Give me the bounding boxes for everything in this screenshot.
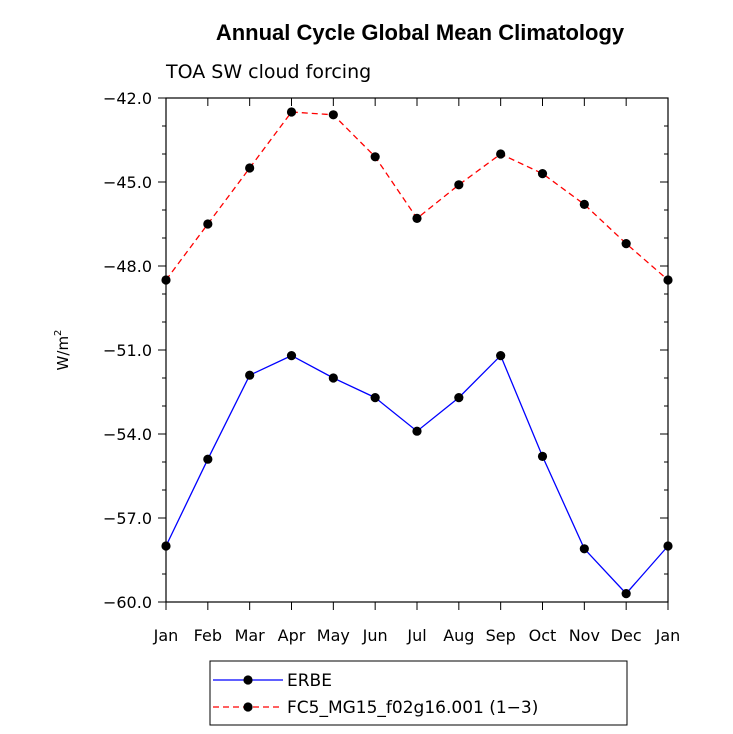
y-tick-label: −42.0 — [103, 89, 152, 108]
data-point — [412, 426, 422, 436]
y-tick-label: −45.0 — [103, 173, 152, 192]
data-point — [537, 451, 548, 461]
data-point — [203, 219, 213, 229]
y-axis-label-text: W/m — [54, 336, 72, 371]
data-point — [454, 180, 464, 190]
series-erbe — [161, 351, 673, 599]
data-point — [621, 239, 631, 249]
y-tick-label: −48.0 — [103, 257, 152, 276]
y-axis-label-superscript: 2 — [53, 330, 64, 336]
y-tick-labels: −42.0 −45.0 −48.0 −51.0 −54.0 −57.0 −60.0 — [103, 89, 152, 612]
x-tick-label: Jan — [153, 626, 179, 645]
series-layer — [161, 107, 673, 599]
y-tick-label: −54.0 — [103, 425, 152, 444]
data-point — [663, 275, 673, 285]
y-tick-label: −57.0 — [103, 509, 152, 528]
data-point — [328, 373, 338, 383]
plot-frame — [165, 97, 669, 603]
x-tick-labels: Jan Feb Mar Apr May Jun Jul Aug Sep Oct Nov Dec Jan — [153, 626, 681, 645]
data-point — [161, 275, 171, 285]
legend-item: FC5_MG15_f02g16.001 (1−3) — [213, 698, 538, 718]
data-point — [621, 589, 631, 599]
data-point — [537, 169, 548, 179]
x-tick-label: May — [317, 626, 350, 645]
axes-ticks — [158, 97, 669, 610]
series-line — [165, 354, 669, 595]
x-tick-label: Nov — [569, 626, 600, 645]
x-tick-label: Jan — [655, 626, 681, 645]
data-point — [203, 454, 213, 464]
data-point — [161, 541, 171, 551]
data-point — [286, 351, 297, 361]
data-point — [454, 393, 464, 403]
data-point — [286, 107, 297, 117]
x-tick-label: Sep — [486, 626, 516, 645]
x-tick-label: Oct — [529, 626, 557, 645]
series-line — [165, 111, 669, 281]
legend-items: ERBE FC5_MG15_f02g16.001 (1−3) — [213, 671, 538, 718]
data-point — [370, 152, 380, 162]
data-point — [370, 393, 380, 403]
data-point — [496, 351, 506, 361]
x-tick-label: Dec — [611, 626, 642, 645]
data-point — [245, 370, 255, 380]
data-point — [579, 544, 589, 554]
data-point — [412, 213, 422, 223]
data-point — [328, 110, 338, 120]
data-point — [496, 149, 506, 159]
chart-subtitle: TOA SW cloud forcing — [165, 61, 371, 83]
legend-item: ERBE — [213, 671, 332, 691]
x-tick-label: Apr — [278, 626, 306, 645]
data-point — [663, 541, 673, 551]
y-axis-label: W/m2 — [53, 330, 72, 371]
x-tick-label: Mar — [235, 626, 266, 645]
data-point — [245, 163, 255, 173]
legend-marker — [243, 702, 253, 712]
x-tick-label: Jul — [406, 626, 426, 645]
legend-label: ERBE — [287, 671, 332, 691]
y-tick-label: −51.0 — [103, 341, 152, 360]
data-point — [579, 199, 589, 209]
legend-marker — [243, 675, 253, 685]
x-tick-label: Jun — [362, 626, 388, 645]
chart-title: Annual Cycle Global Mean Climatology — [216, 20, 625, 45]
x-tick-label: Aug — [443, 626, 474, 645]
series-fc5-model — [161, 107, 673, 285]
legend-label: FC5_MG15_f02g16.001 (1−3) — [287, 698, 538, 718]
legend: ERBE FC5_MG15_f02g16.001 (1−3) — [209, 660, 628, 726]
legend-box — [209, 660, 628, 726]
x-tick-label: Feb — [194, 626, 222, 645]
y-tick-label: −60.0 — [103, 593, 152, 612]
